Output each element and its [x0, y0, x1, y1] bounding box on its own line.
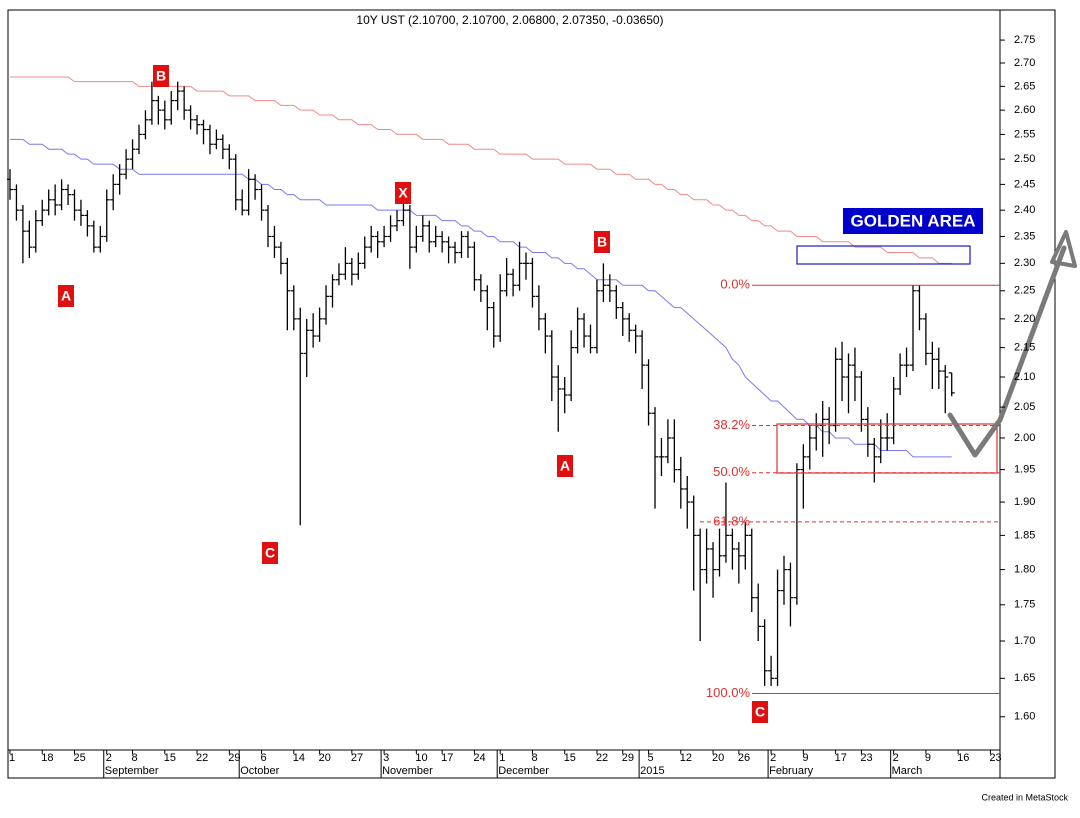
x-tick-label: 20 — [712, 752, 724, 764]
wave-label: C — [265, 545, 275, 561]
wave-label-bg — [262, 542, 278, 564]
wave-label: B — [156, 68, 166, 84]
x-tick-label: 23 — [860, 752, 872, 764]
wave-label: A — [61, 288, 71, 304]
x-tick-label: 1 — [9, 752, 15, 764]
y-tick-label: 1.60 — [1014, 711, 1035, 723]
y-tick-label: 2.05 — [1014, 401, 1035, 413]
x-tick-label: 16 — [957, 752, 969, 764]
x-tick-label: 6 — [261, 752, 267, 764]
x-tick-label: 24 — [473, 752, 485, 764]
x-tick-label: 9 — [925, 752, 931, 764]
y-tick-label: 2.35 — [1014, 230, 1035, 242]
x-tick-label: 12 — [680, 752, 692, 764]
month-label: February — [769, 765, 814, 777]
x-tick-label: 8 — [132, 752, 138, 764]
x-tick-label: 5 — [648, 752, 654, 764]
y-tick-label: 2.10 — [1014, 371, 1035, 383]
x-tick-label: 29 — [228, 752, 240, 764]
x-tick-label: 29 — [622, 752, 634, 764]
fib-label: 100.0% — [706, 685, 751, 700]
x-tick-label: 22 — [196, 752, 208, 764]
month-label: November — [382, 765, 433, 777]
golden-label-bg — [843, 208, 983, 234]
y-tick-label: 2.30 — [1014, 257, 1035, 269]
y-tick-label: 2.50 — [1014, 153, 1035, 165]
moving-average — [10, 138, 952, 458]
x-tick-label: 20 — [319, 752, 331, 764]
y-tick-label: 1.95 — [1014, 464, 1035, 476]
fib-label: 61.8% — [713, 513, 750, 528]
y-tick-label: 2.60 — [1014, 104, 1035, 116]
x-tick-label: 2 — [106, 752, 112, 764]
y-tick-label: 1.65 — [1014, 672, 1035, 684]
fib-label: 38.2% — [713, 417, 750, 432]
wave-label-bg — [395, 182, 411, 204]
x-tick-label: 27 — [351, 752, 363, 764]
y-tick-label: 2.75 — [1014, 34, 1035, 46]
y-tick-label: 2.25 — [1014, 285, 1035, 297]
x-tick-label: 8 — [531, 752, 537, 764]
wave-label-bg — [58, 285, 74, 307]
x-tick-label: 1 — [499, 752, 505, 764]
y-tick-label: 2.20 — [1014, 313, 1035, 325]
x-tick-label: 10 — [415, 752, 427, 764]
x-tick-label: 23 — [989, 752, 1001, 764]
y-tick-label: 2.45 — [1014, 178, 1035, 190]
x-tick-label: 2 — [893, 752, 899, 764]
y-tick-label: 2.55 — [1014, 128, 1035, 140]
x-tick-label: 2 — [770, 752, 776, 764]
x-tick-label: 26 — [738, 752, 750, 764]
wave-label: C — [755, 704, 765, 720]
y-tick-label: 1.85 — [1014, 529, 1035, 541]
wave-label-bg — [557, 455, 573, 477]
golden-label: GOLDEN AREA — [851, 211, 976, 230]
x-tick-label: 15 — [164, 752, 176, 764]
x-tick-label: 18 — [41, 752, 53, 764]
x-tick-label: 25 — [74, 752, 86, 764]
y-tick-label: 1.80 — [1014, 564, 1035, 576]
x-tick-label: 22 — [596, 752, 608, 764]
month-label: December — [498, 765, 549, 777]
x-tick-label: 17 — [441, 752, 453, 764]
month-label: October — [240, 765, 279, 777]
wave-label-bg — [594, 231, 610, 253]
x-tick-label: 3 — [383, 752, 389, 764]
month-label: September — [105, 765, 159, 777]
wave-label-bg — [752, 701, 768, 723]
y-tick-label: 1.75 — [1014, 599, 1035, 611]
month-label: 2015 — [640, 765, 664, 777]
y-tick-label: 2.15 — [1014, 342, 1035, 354]
y-tick-label: 1.70 — [1014, 635, 1035, 647]
x-tick-label: 9 — [802, 752, 808, 764]
fib-label: 0.0% — [720, 277, 750, 292]
arrow-head — [1050, 230, 1077, 268]
y-tick-label: 2.40 — [1014, 204, 1035, 216]
wave-label: X — [398, 185, 408, 201]
fib-label: 50.0% — [713, 464, 750, 479]
wave-label: B — [597, 234, 607, 250]
plot-area — [7, 76, 955, 686]
month-label: March — [892, 765, 923, 777]
footer: Created in MetaStock — [981, 792, 1068, 802]
chart-title: 10Y UST (2.10700, 2.10700, 2.06800, 2.07… — [356, 13, 663, 27]
projection-arrow — [947, 245, 1067, 458]
x-tick-label: 14 — [293, 752, 305, 764]
y-tick-label: 2.00 — [1014, 432, 1035, 444]
golden-box — [796, 245, 971, 265]
y-tick-label: 1.90 — [1014, 496, 1035, 508]
y-tick-label: 2.70 — [1014, 57, 1035, 69]
x-tick-label: 17 — [835, 752, 847, 764]
wave-label: A — [560, 458, 570, 474]
y-tick-label: 2.65 — [1014, 80, 1035, 92]
wave-label-bg — [153, 65, 169, 87]
x-tick-label: 15 — [564, 752, 576, 764]
frame — [7, 9, 1056, 779]
